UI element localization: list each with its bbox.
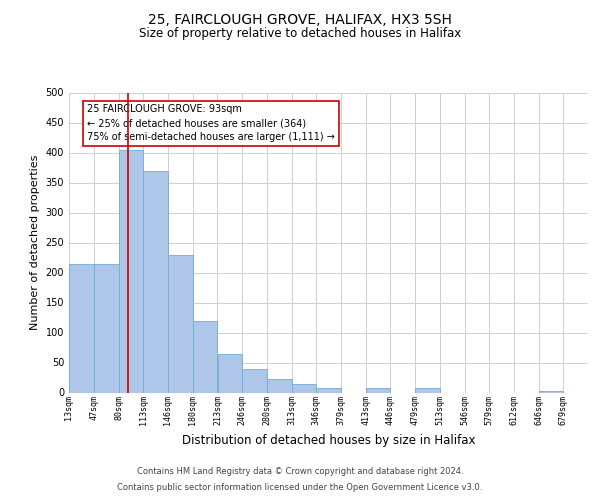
Bar: [366, 388, 390, 392]
Text: 25 FAIRCLOUGH GROVE: 93sqm
← 25% of detached houses are smaller (364)
75% of sem: 25 FAIRCLOUGH GROVE: 93sqm ← 25% of deta…: [87, 104, 335, 142]
Bar: [119, 150, 143, 392]
Text: Size of property relative to detached houses in Halifax: Size of property relative to detached ho…: [139, 28, 461, 40]
Bar: [539, 390, 563, 392]
Bar: [143, 170, 167, 392]
Y-axis label: Number of detached properties: Number of detached properties: [30, 155, 40, 330]
Bar: [218, 354, 242, 393]
Bar: [415, 388, 440, 392]
Bar: [168, 254, 193, 392]
Text: Contains public sector information licensed under the Open Government Licence v3: Contains public sector information licen…: [118, 484, 482, 492]
Bar: [242, 368, 267, 392]
X-axis label: Distribution of detached houses by size in Halifax: Distribution of detached houses by size …: [182, 434, 475, 446]
Bar: [268, 380, 292, 392]
Bar: [316, 388, 341, 392]
Text: Contains HM Land Registry data © Crown copyright and database right 2024.: Contains HM Land Registry data © Crown c…: [137, 467, 463, 476]
Bar: [69, 264, 94, 392]
Bar: [193, 320, 217, 392]
Bar: [94, 264, 119, 392]
Text: 25, FAIRCLOUGH GROVE, HALIFAX, HX3 5SH: 25, FAIRCLOUGH GROVE, HALIFAX, HX3 5SH: [148, 12, 452, 26]
Bar: [292, 384, 316, 392]
